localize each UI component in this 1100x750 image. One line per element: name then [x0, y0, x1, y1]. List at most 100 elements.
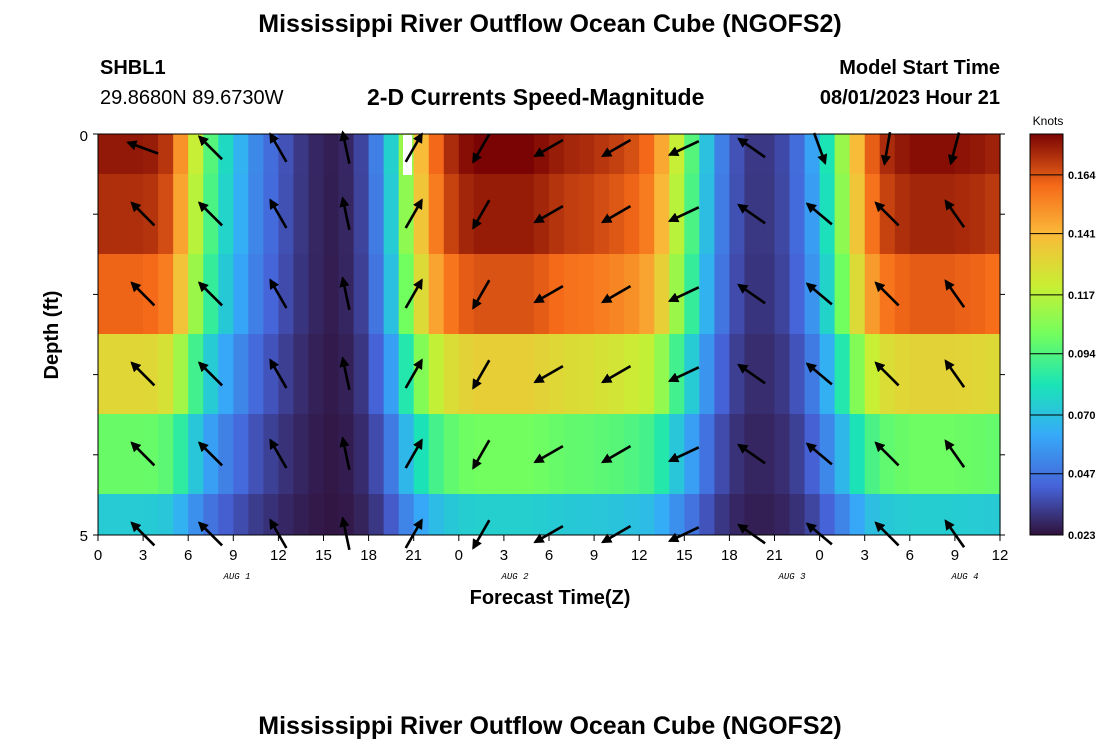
- heatmap-cell: [654, 494, 670, 535]
- heatmap-cell: [458, 134, 475, 174]
- y-tick-label-top: 0: [80, 128, 88, 145]
- heatmap-cell: [428, 174, 445, 254]
- heatmap-cell: [909, 414, 926, 494]
- heatmap-cell: [323, 134, 340, 174]
- heatmap-cell: [98, 134, 114, 174]
- heatmap-cell: [609, 494, 625, 535]
- heatmap-cell: [579, 414, 595, 494]
- heatmap-cell: [954, 134, 971, 174]
- heatmap-cell: [894, 134, 911, 174]
- current-vector: [600, 204, 632, 224]
- heatmap-cell: [759, 334, 776, 414]
- heatmap-cell: [143, 134, 159, 174]
- heatmap-cell: [293, 134, 310, 174]
- current-vector: [944, 519, 966, 548]
- heatmap-cell: [984, 254, 1001, 334]
- x-tick-label: 18: [360, 547, 377, 564]
- heatmap-cell: [924, 174, 941, 254]
- heatmap-cell: [774, 174, 791, 254]
- current-vector: [874, 281, 900, 307]
- x-tick-labels: 0 3 6 9 12 15 18 21 0 3 6 9 12 15 18 21 0 3 6 9 12: [94, 547, 1009, 564]
- heatmap-cell: [789, 254, 806, 334]
- heatmap-cell: [834, 494, 851, 535]
- heatmap-cell: [458, 254, 475, 334]
- colorbar-tick-label: 0.047: [1068, 469, 1096, 481]
- heatmap-cell: [188, 334, 204, 414]
- heatmap-cell: [684, 414, 700, 494]
- heatmap-cell: [368, 494, 385, 535]
- heatmap-cell: [969, 414, 986, 494]
- current-vector: [880, 131, 892, 166]
- current-vector: [874, 201, 900, 227]
- current-vector: [472, 359, 491, 390]
- current-vector: [874, 441, 900, 467]
- station-id: SHBL1: [100, 57, 166, 79]
- heatmap-cell: [293, 254, 310, 334]
- heatmap-cell: [864, 494, 881, 535]
- heatmap-cell: [488, 254, 505, 334]
- heatmap-cell: [819, 254, 836, 334]
- heatmap-cell: [98, 174, 114, 254]
- colorbar-tick-label: 0.070: [1068, 410, 1096, 422]
- heatmap-cell: [308, 494, 325, 535]
- x-tick-label: 15: [676, 547, 693, 564]
- current-vector: [472, 279, 491, 310]
- current-vector: [126, 140, 159, 155]
- heatmap-cell: [894, 174, 911, 254]
- second-chart-title: Mississippi River Outflow Ocean Cube (NG…: [258, 712, 842, 740]
- heatmap-cell: [308, 414, 325, 494]
- heatmap-cell: [744, 494, 761, 535]
- heatmap-cell: [308, 254, 325, 334]
- heatmap-cell: [188, 174, 204, 254]
- heatmap-cell: [594, 494, 610, 535]
- heatmap-cell: [684, 254, 700, 334]
- heatmap-cell: [984, 174, 1001, 254]
- heatmap-cell: [774, 494, 791, 535]
- heatmap-cell: [684, 494, 700, 535]
- heatmap-cell: [158, 134, 174, 174]
- heatmap-cell: [278, 174, 295, 254]
- heatmap-cell: [624, 174, 640, 254]
- heatmap-cell: [594, 254, 610, 334]
- heatmap-cell: [248, 334, 264, 414]
- heatmap-cell: [864, 414, 881, 494]
- current-vector: [130, 201, 156, 227]
- heatmap-cell: [353, 254, 370, 334]
- current-vector: [269, 518, 288, 549]
- current-vector: [812, 132, 828, 165]
- heatmap-cell: [834, 414, 851, 494]
- model-start-value: 08/01/2023 Hour 21: [819, 87, 1000, 109]
- current-vector: [805, 362, 833, 386]
- heatmap-cell: [383, 494, 400, 535]
- current-vector: [533, 204, 564, 224]
- heatmap-cell: [819, 174, 836, 254]
- current-vector: [533, 444, 564, 464]
- heatmap-cell: [368, 414, 385, 494]
- heatmap-cell: [443, 134, 460, 174]
- heatmap-cell: [549, 134, 565, 174]
- heatmap-cell: [699, 254, 715, 334]
- heatmap-cell: [714, 414, 730, 494]
- current-vector: [472, 199, 491, 230]
- heatmap-cell: [684, 174, 700, 254]
- heatmap-cell: [443, 254, 460, 334]
- heatmap-cell: [248, 134, 264, 174]
- heatmap-cell: [398, 174, 415, 254]
- heatmap-cell: [894, 494, 911, 535]
- heatmap-cell: [458, 494, 475, 535]
- current-vector: [667, 286, 700, 303]
- heatmap-cell: [579, 254, 595, 334]
- heatmap-cell: [488, 494, 505, 535]
- current-vector: [269, 198, 288, 229]
- current-vector: [404, 198, 423, 229]
- heatmap-cell: [233, 494, 249, 535]
- axis-ticks: [93, 133, 1005, 541]
- heatmap-cell: [173, 334, 189, 414]
- day-label: AUG 2: [500, 572, 529, 582]
- heatmap-cell: [624, 254, 640, 334]
- heatmap-cell: [759, 254, 776, 334]
- current-vector: [269, 132, 288, 163]
- heatmap-cell: [413, 174, 430, 254]
- heatmap-cell: [849, 494, 866, 535]
- heatmap-cell: [443, 414, 460, 494]
